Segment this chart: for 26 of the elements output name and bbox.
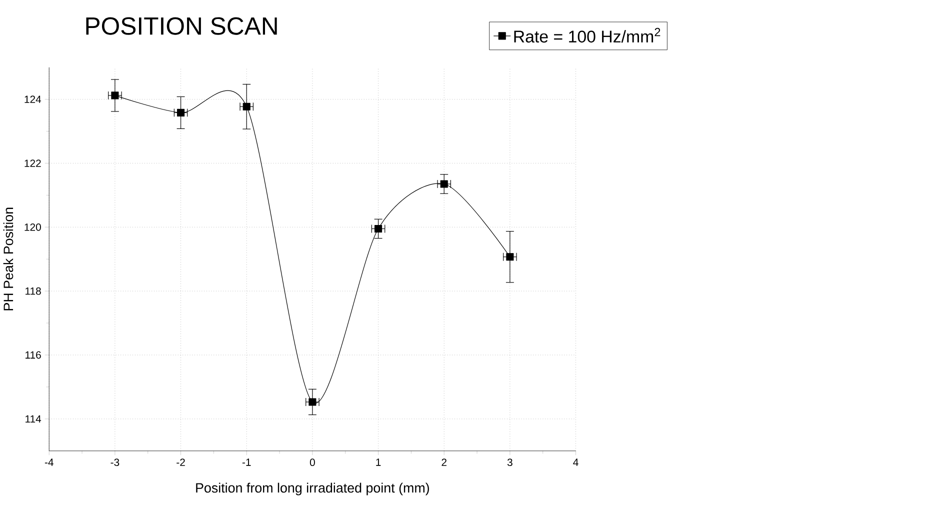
point: [440, 180, 448, 188]
x-tick-label: -4: [44, 458, 54, 466]
point: [177, 108, 185, 116]
y-tick-label: 124: [24, 96, 42, 103]
point: [506, 253, 514, 261]
y-axis-title: PH Peak Position: [3, 208, 14, 310]
x-tick-label: 4: [573, 458, 578, 466]
y-tick-label: 122: [24, 160, 41, 167]
point: [308, 398, 316, 406]
y-tick-label: 118: [26, 287, 41, 295]
y-tick-label: 120: [24, 223, 41, 231]
x-tick-label: 2: [442, 458, 446, 466]
legend-label: Rate = 100 Hz/mm$^{2}$: [514, 28, 660, 43]
x-tick-label: 3: [507, 458, 512, 466]
chart-title: POSITION SCAN: [86, 17, 277, 35]
x-tick-label: -3: [110, 458, 120, 466]
x-tick-label: 1: [376, 458, 381, 466]
point: [242, 102, 250, 110]
x-tick-label: 0: [310, 458, 315, 466]
point: [374, 224, 382, 233]
x-axis-title: Position from long irradiated point (mm): [196, 482, 429, 496]
x-tick-label: -2: [176, 458, 185, 466]
point: [111, 92, 119, 100]
y-tick-label: 114: [26, 415, 42, 423]
x-tick-label: -1: [242, 458, 251, 466]
y-tick-label: 116: [26, 351, 41, 359]
